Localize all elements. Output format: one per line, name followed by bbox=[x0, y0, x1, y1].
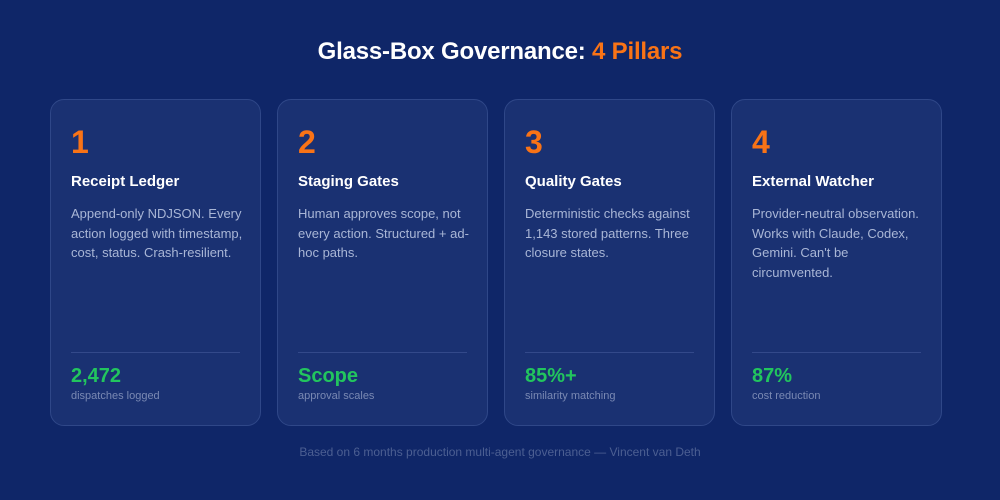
pillar-number: 4 bbox=[752, 124, 770, 160]
footer-credit: Based on 6 months production multi-agent… bbox=[299, 445, 701, 459]
pillar-stat: 85%+ bbox=[525, 365, 577, 387]
pillar-stat-label: approval scales bbox=[298, 390, 375, 402]
pillar-title: Receipt Ledger bbox=[71, 173, 180, 190]
title-accent: 4 Pillars bbox=[592, 38, 683, 65]
divider bbox=[71, 352, 240, 353]
pillar-description: Human approves scope, not every action. … bbox=[298, 206, 469, 260]
pillar-cards: 1 Receipt Ledger Append-only NDJSON. Eve… bbox=[50, 99, 942, 426]
pillar-card-receipt-ledger: 1 Receipt Ledger Append-only NDJSON. Eve… bbox=[50, 99, 261, 426]
pillar-description: Provider-neutral observation. Works with… bbox=[752, 206, 919, 280]
divider bbox=[298, 352, 467, 353]
pillar-title: Quality Gates bbox=[525, 173, 622, 190]
pillar-number: 2 bbox=[298, 124, 316, 160]
pillar-stat: 87% bbox=[752, 365, 793, 387]
divider bbox=[752, 352, 921, 353]
pillar-stat: 2,472 bbox=[71, 365, 122, 387]
title-main: Glass-Box Governance: bbox=[317, 38, 593, 65]
pillar-stat-label: similarity matching bbox=[525, 390, 616, 402]
pillar-stat: Scope bbox=[298, 365, 359, 387]
pillar-card-quality-gates: 3 Quality Gates Deterministic checks aga… bbox=[504, 99, 715, 426]
divider bbox=[525, 352, 694, 353]
pillar-description: Deterministic checks against 1,143 store… bbox=[525, 206, 690, 260]
pillar-description: Append-only NDJSON. Every action logged … bbox=[71, 206, 243, 260]
pillar-title: External Watcher bbox=[752, 173, 874, 190]
pillar-title: Staging Gates bbox=[298, 173, 399, 190]
page-title: Glass-Box Governance: 4 Pillars bbox=[0, 38, 1000, 66]
pillar-card-staging-gates: 2 Staging Gates Human approves scope, no… bbox=[277, 99, 488, 426]
pillar-stat-label: cost reduction bbox=[752, 390, 821, 402]
pillar-card-external-watcher: 4 External Watcher Provider-neutral obse… bbox=[731, 99, 942, 426]
pillar-stat-label: dispatches logged bbox=[71, 390, 160, 402]
pillar-number: 3 bbox=[525, 124, 543, 160]
pillar-number: 1 bbox=[71, 124, 89, 160]
